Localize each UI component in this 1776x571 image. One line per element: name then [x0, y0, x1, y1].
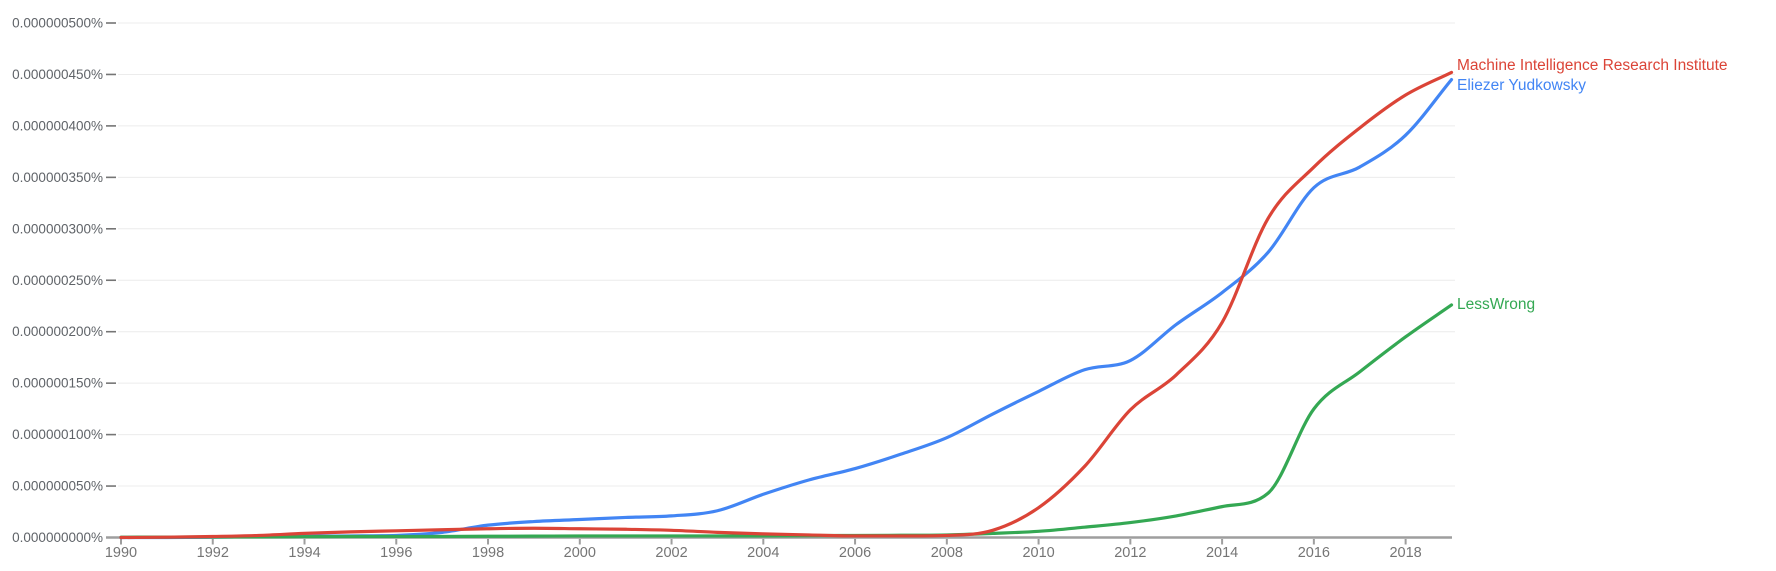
x-axis-label: 2002	[655, 545, 687, 561]
y-axis-label: 0.000000450%	[12, 67, 103, 82]
y-axis-label: 0.000000000%	[12, 530, 103, 545]
y-axis-label: 0.000000400%	[12, 118, 103, 133]
x-axis-label: 1990	[105, 545, 137, 561]
x-axis-label: 2010	[1022, 545, 1054, 561]
x-axis-label: 1998	[472, 545, 504, 561]
series-label-eliezer-yudkowsky[interactable]: Eliezer Yudkowsky	[1457, 76, 1586, 94]
y-axis-label: 0.000000500%	[12, 16, 103, 31]
x-axis-label: 2008	[931, 545, 963, 561]
series-line-eliezer-yudkowsky[interactable]	[119, 78, 1454, 540]
x-axis-label: 2016	[1298, 545, 1330, 561]
x-axis-label: 2006	[839, 545, 871, 561]
x-axis-label: 1994	[288, 545, 320, 561]
y-axis-label: 0.000000150%	[12, 376, 103, 391]
x-axis-label: 2012	[1114, 545, 1146, 561]
series-label-machine-intelligence-research-institute[interactable]: Machine Intelligence Research Institute	[1457, 56, 1728, 74]
x-axis-label: 2014	[1206, 545, 1238, 561]
series-line-lesswrong[interactable]	[119, 303, 1454, 539]
y-axis-label: 0.000000050%	[12, 479, 103, 494]
series-line-machine-intelligence-research-institute[interactable]	[119, 70, 1454, 540]
y-axis-label: 0.000000350%	[12, 170, 103, 185]
series-label-lesswrong[interactable]: LessWrong	[1457, 295, 1536, 313]
x-axis-label: 2004	[747, 545, 779, 561]
x-axis-label: 2018	[1389, 545, 1421, 561]
x-axis-label: 2000	[564, 545, 596, 561]
y-axis-label: 0.000000250%	[12, 273, 103, 288]
x-axis-label: 1992	[197, 545, 229, 561]
y-axis-label: 0.000000100%	[12, 427, 103, 442]
x-axis-label: 1996	[380, 545, 412, 561]
y-axis-label: 0.000000300%	[12, 221, 103, 236]
y-axis-label: 0.000000200%	[12, 324, 103, 339]
